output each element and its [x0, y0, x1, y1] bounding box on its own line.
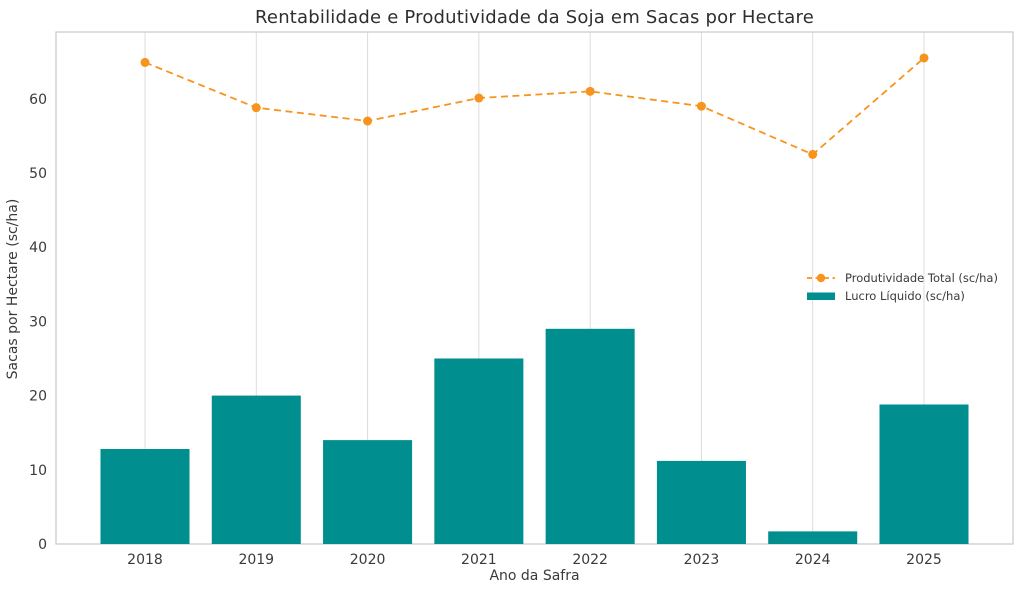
- x-tick-label-2019: 2019: [238, 552, 274, 568]
- line-marker-2025: [919, 53, 929, 63]
- y-tick-label-0: 0: [38, 537, 47, 553]
- y-tick-label-50: 50: [29, 166, 47, 182]
- bar-2025: [879, 404, 969, 544]
- legend-label-produtividade: Produtividade Total (sc/ha): [845, 270, 998, 285]
- bar-color-swatch-icon: [807, 292, 835, 300]
- productivity-line: [144, 57, 925, 156]
- line-marker-2022: [585, 86, 595, 96]
- line-marker-2023: [696, 101, 706, 111]
- y-axis-label: Sacas por Hectare (sc/ha): [5, 198, 21, 380]
- y-tick-label-10: 10: [29, 463, 47, 479]
- bar-2024: [768, 531, 858, 544]
- legend-label-lucro: Lucro Líquido (sc/ha): [845, 288, 965, 303]
- bar-2020: [323, 440, 413, 544]
- y-tick-label-40: 40: [29, 240, 47, 256]
- x-tick-label-2021: 2021: [461, 552, 497, 568]
- bar-2021: [434, 358, 524, 544]
- line-marker-2021: [474, 93, 484, 103]
- y-tick-label-20: 20: [29, 389, 47, 405]
- x-tick-label-2020: 2020: [350, 552, 386, 568]
- chart-title: Rentabilidade e Produtividade da Soja em…: [255, 7, 814, 28]
- x-tick-label-2025: 2025: [906, 552, 942, 568]
- bar-2018: [100, 449, 190, 544]
- line-marker-2020: [363, 116, 373, 126]
- x-tick-label-2022: 2022: [572, 552, 608, 568]
- x-tick-label-2023: 2023: [684, 552, 720, 568]
- dashed-line-marker-swatch-icon: [807, 273, 835, 282]
- line-marker-2018: [140, 57, 150, 67]
- y-tick-label-30: 30: [29, 314, 47, 330]
- x-axis-label: Ano da Safra: [489, 568, 580, 584]
- x-tick-label-2018: 2018: [127, 552, 163, 568]
- plot-border: [55, 31, 1014, 545]
- line-marker-2019: [251, 103, 261, 113]
- legend: Produtividade Total (sc/ha) Lucro Líquid…: [806, 270, 998, 303]
- bar-2022: [545, 328, 635, 544]
- x-tick-label-2024: 2024: [795, 552, 831, 568]
- line-marker-2024: [808, 149, 818, 159]
- bar-2019: [211, 395, 301, 544]
- legend-item-produtividade: Produtividade Total (sc/ha): [806, 270, 998, 285]
- legend-item-lucro: Lucro Líquido (sc/ha): [806, 288, 998, 303]
- bar-2023: [656, 460, 746, 544]
- y-tick-label-60: 60: [29, 92, 47, 108]
